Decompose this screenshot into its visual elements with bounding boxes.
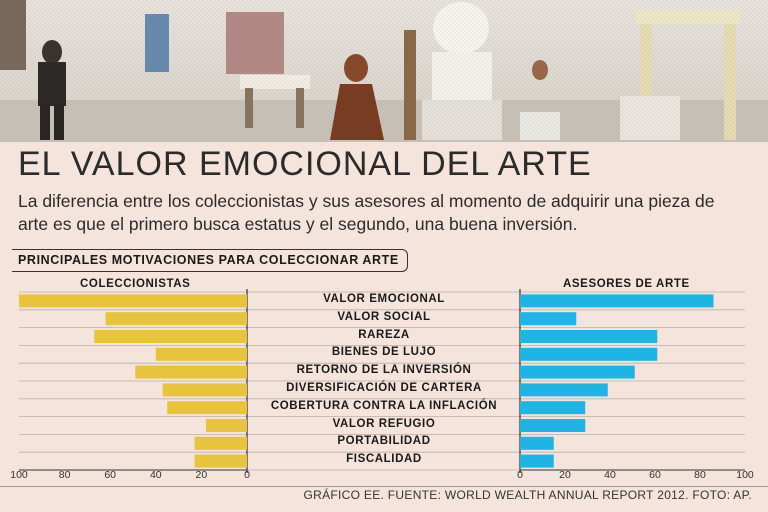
bar-asesores	[520, 436, 554, 450]
source-note: GRÁFICO EE. FUENTE: WORLD WEALTH ANNUAL …	[303, 488, 752, 502]
tick-label-left: 40	[149, 469, 162, 481]
bar-asesores	[520, 365, 635, 379]
subtitle: La diferencia entre los coleccionistas y…	[18, 191, 715, 234]
tick-label-right: 20	[559, 469, 571, 481]
bar-coleccionistas	[194, 454, 247, 468]
category-label: BIENES DE LUJO	[331, 346, 437, 359]
gallery-photo	[0, 0, 768, 142]
tick-label-right: 100	[736, 469, 754, 481]
bar-asesores	[520, 401, 586, 415]
category-label: RETORNO DE LA INVERSIÓN	[296, 364, 472, 377]
tick-label-right: 40	[604, 469, 616, 481]
category-label: VALOR SOCIAL	[337, 310, 431, 323]
tick-label-right: 80	[694, 469, 706, 481]
footer-divider	[0, 486, 768, 487]
bar-asesores	[520, 383, 608, 397]
bar-asesores	[520, 347, 658, 361]
category-label: COBERTURA CONTRA LA INFLACIÓN	[270, 399, 498, 412]
series-label-coleccionistas: COLECCIONISTAS	[80, 278, 191, 290]
bar-coleccionistas	[19, 294, 247, 308]
bar-coleccionistas	[105, 312, 247, 326]
category-label: DIVERSIFICACIÓN DE CARTERA	[286, 382, 482, 394]
category-label: FISCALIDAD	[346, 453, 422, 466]
tick-label-left: 0	[244, 469, 250, 481]
category-label: VALOR EMOCIONAL	[323, 293, 445, 305]
bar-coleccionistas	[162, 383, 247, 397]
tick-label-left: 60	[104, 469, 117, 481]
category-label: RAREZA	[358, 328, 410, 341]
bar-coleccionistas	[135, 365, 247, 379]
category-label: VALOR REFUGIO	[332, 417, 436, 430]
bar-coleccionistas	[155, 347, 247, 361]
bar-asesores	[520, 454, 554, 468]
bar-coleccionistas	[94, 330, 248, 343]
page-title: EL VALOR EMOCIONAL DEL ARTE	[18, 145, 592, 183]
bar-coleccionistas	[194, 436, 247, 450]
tick-label-left: 80	[58, 469, 71, 481]
bar-asesores	[520, 294, 714, 308]
bar-asesores	[520, 419, 586, 432]
bar-asesores	[520, 312, 577, 326]
tick-label-right: 60	[649, 469, 661, 481]
section-title: PRINCIPALES MOTIVACIONES PARA COLECCIONA…	[12, 249, 408, 272]
bar-asesores	[520, 330, 658, 343]
tick-label-right: 0	[517, 469, 523, 481]
bar-coleccionistas	[205, 419, 247, 432]
tick-label-left: 100	[10, 469, 28, 481]
tick-label-left: 20	[195, 469, 208, 481]
bar-coleccionistas	[167, 401, 247, 415]
series-label-asesores: ASESORES DE ARTE	[563, 278, 690, 290]
category-label: PORTABILIDAD	[337, 435, 431, 448]
